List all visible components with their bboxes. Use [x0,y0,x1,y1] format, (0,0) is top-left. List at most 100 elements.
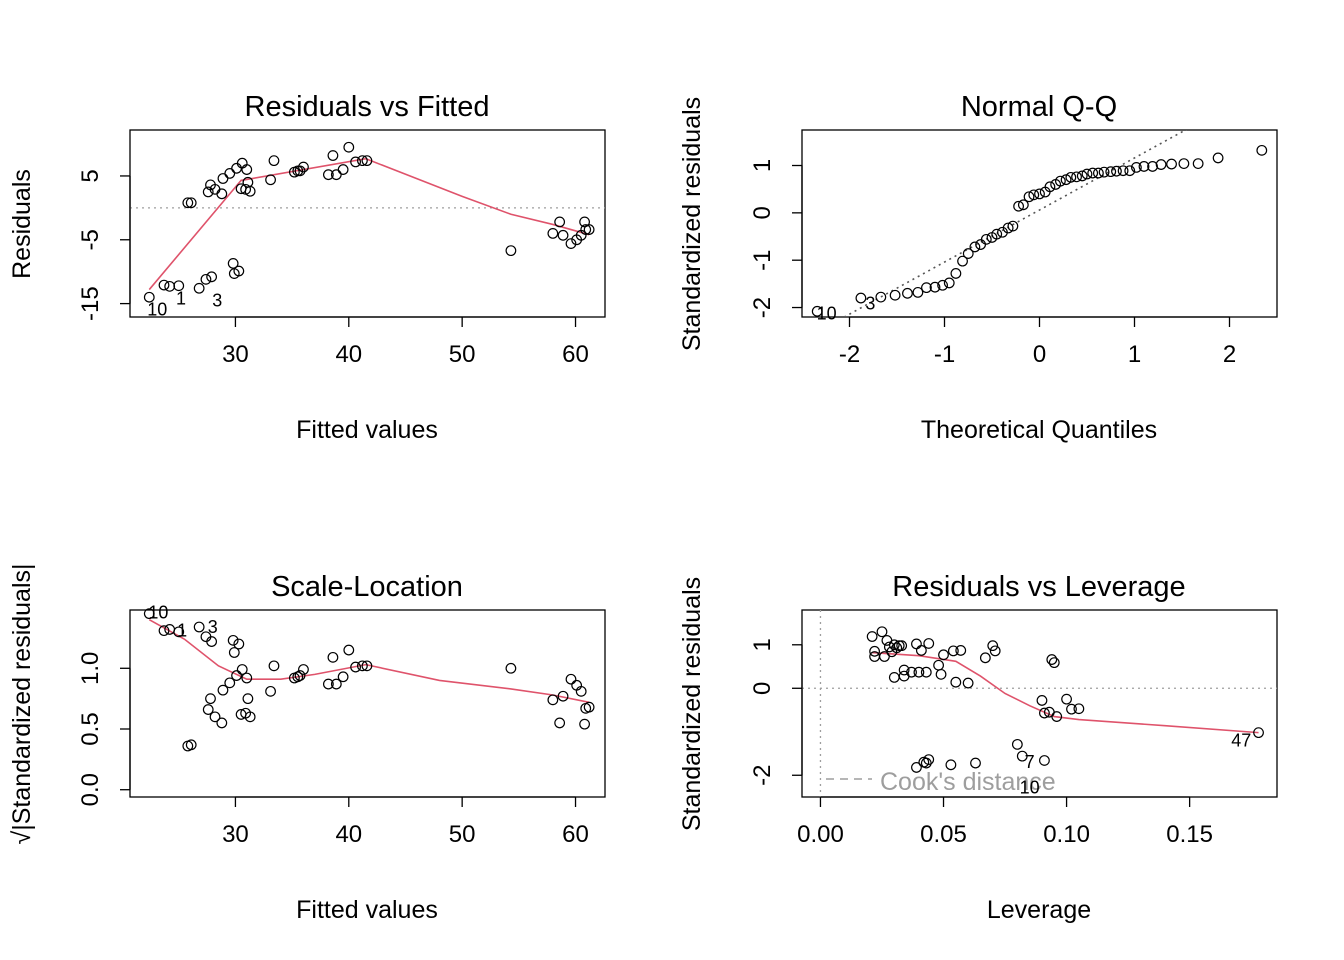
data-point [200,273,212,285]
data-point [950,676,962,688]
x-tick-label: 0 [1033,341,1046,368]
data-point [1253,727,1264,739]
data-point [580,224,592,235]
x-tick-label: 30 [222,821,249,848]
data-point [902,287,913,299]
outlier-label: 3 [212,290,222,310]
x-tick-label: 30 [222,341,249,368]
data-point [547,227,559,239]
y-tick-label: 1.0 [77,652,104,685]
outlier-label: 7 [1025,752,1035,772]
data-point [869,645,881,657]
data-point [1034,188,1045,200]
data-point [322,678,334,690]
y-tick-label: 0 [749,682,776,695]
data-point [505,662,517,674]
y-tick-label: -2 [749,765,776,786]
x-tick-label: 0.00 [797,821,844,848]
data-point [969,241,981,253]
data-point [236,157,248,169]
data-point [242,693,254,705]
panel-normal-qq: Normal Q-Q Theoretical Quantiles Standar… [678,91,1278,444]
y-tick-label: 0.5 [77,712,104,745]
data-point [228,647,240,658]
data-point [173,626,185,638]
data-point [1046,654,1058,665]
data-point [224,167,236,179]
data-point [565,238,577,250]
data-point [583,224,595,235]
y-tick-label: -1 [749,250,776,271]
data-point [202,186,214,198]
data-point [337,164,349,175]
data-point [205,693,216,705]
data-point [233,638,245,650]
panel-title: Residuals vs Fitted [245,91,490,123]
data-point [224,677,236,689]
x-axis-label: Fitted values [296,416,438,444]
outlier-label: 47 [1231,730,1251,750]
data-point [265,685,276,697]
y-tick-label: -5 [77,229,104,250]
data-point [143,608,155,620]
y-tick-label: 0.0 [77,773,104,806]
data-point [185,197,197,209]
x-tick-label: 60 [562,821,589,848]
data-point [1002,222,1014,234]
data-point [1065,171,1077,183]
data-point [881,635,893,646]
data-point [554,216,566,228]
data-point [1007,220,1019,232]
data-point [241,164,253,175]
x-tick-label: 60 [562,341,589,368]
data-point [206,636,218,647]
x-tick-label: 1 [1128,341,1141,368]
data-point [947,645,959,657]
data-point [164,280,176,292]
y-tick-label: -15 [77,286,104,321]
data-point [980,233,992,245]
data-point [923,638,935,649]
data-point [182,197,194,209]
data-point [888,672,900,683]
data-point [855,292,867,304]
data-point [1076,170,1088,182]
qq-reference-line [842,130,1188,317]
data-point [1147,161,1158,172]
data-point [268,155,280,167]
data-point [888,639,900,651]
data-point [158,279,170,291]
data-point [294,165,306,177]
data-point [343,644,355,656]
data-point [866,631,878,642]
x-tick-label: -1 [934,341,955,368]
x-tick-label: 0.10 [1043,821,1090,848]
data-point [557,690,569,702]
data-point [1066,703,1077,715]
y-axis-label: Standardized residuals [678,577,706,831]
data-point [898,670,910,682]
data-point [350,661,361,673]
data-point [943,277,955,289]
data-point [1111,165,1122,177]
x-axis-label: Fitted values [296,896,438,924]
data-point [911,638,922,650]
data-point [330,169,342,181]
data-point [236,664,248,675]
data-point [913,666,925,678]
y-axis-label: √|Standardized residuals| [8,563,36,844]
data-point [1256,144,1268,156]
x-tick-label: 0.05 [920,821,967,848]
data-point [935,668,947,680]
data-point [891,642,903,654]
data-point [920,666,932,678]
outlier-label: 10 [148,602,168,622]
data-point [879,651,890,662]
data-point [876,626,888,638]
data-point [1016,750,1028,762]
data-point [185,739,197,751]
data-point [209,711,221,723]
data-point [294,670,306,681]
data-point [1013,200,1024,212]
data-point [933,659,944,671]
